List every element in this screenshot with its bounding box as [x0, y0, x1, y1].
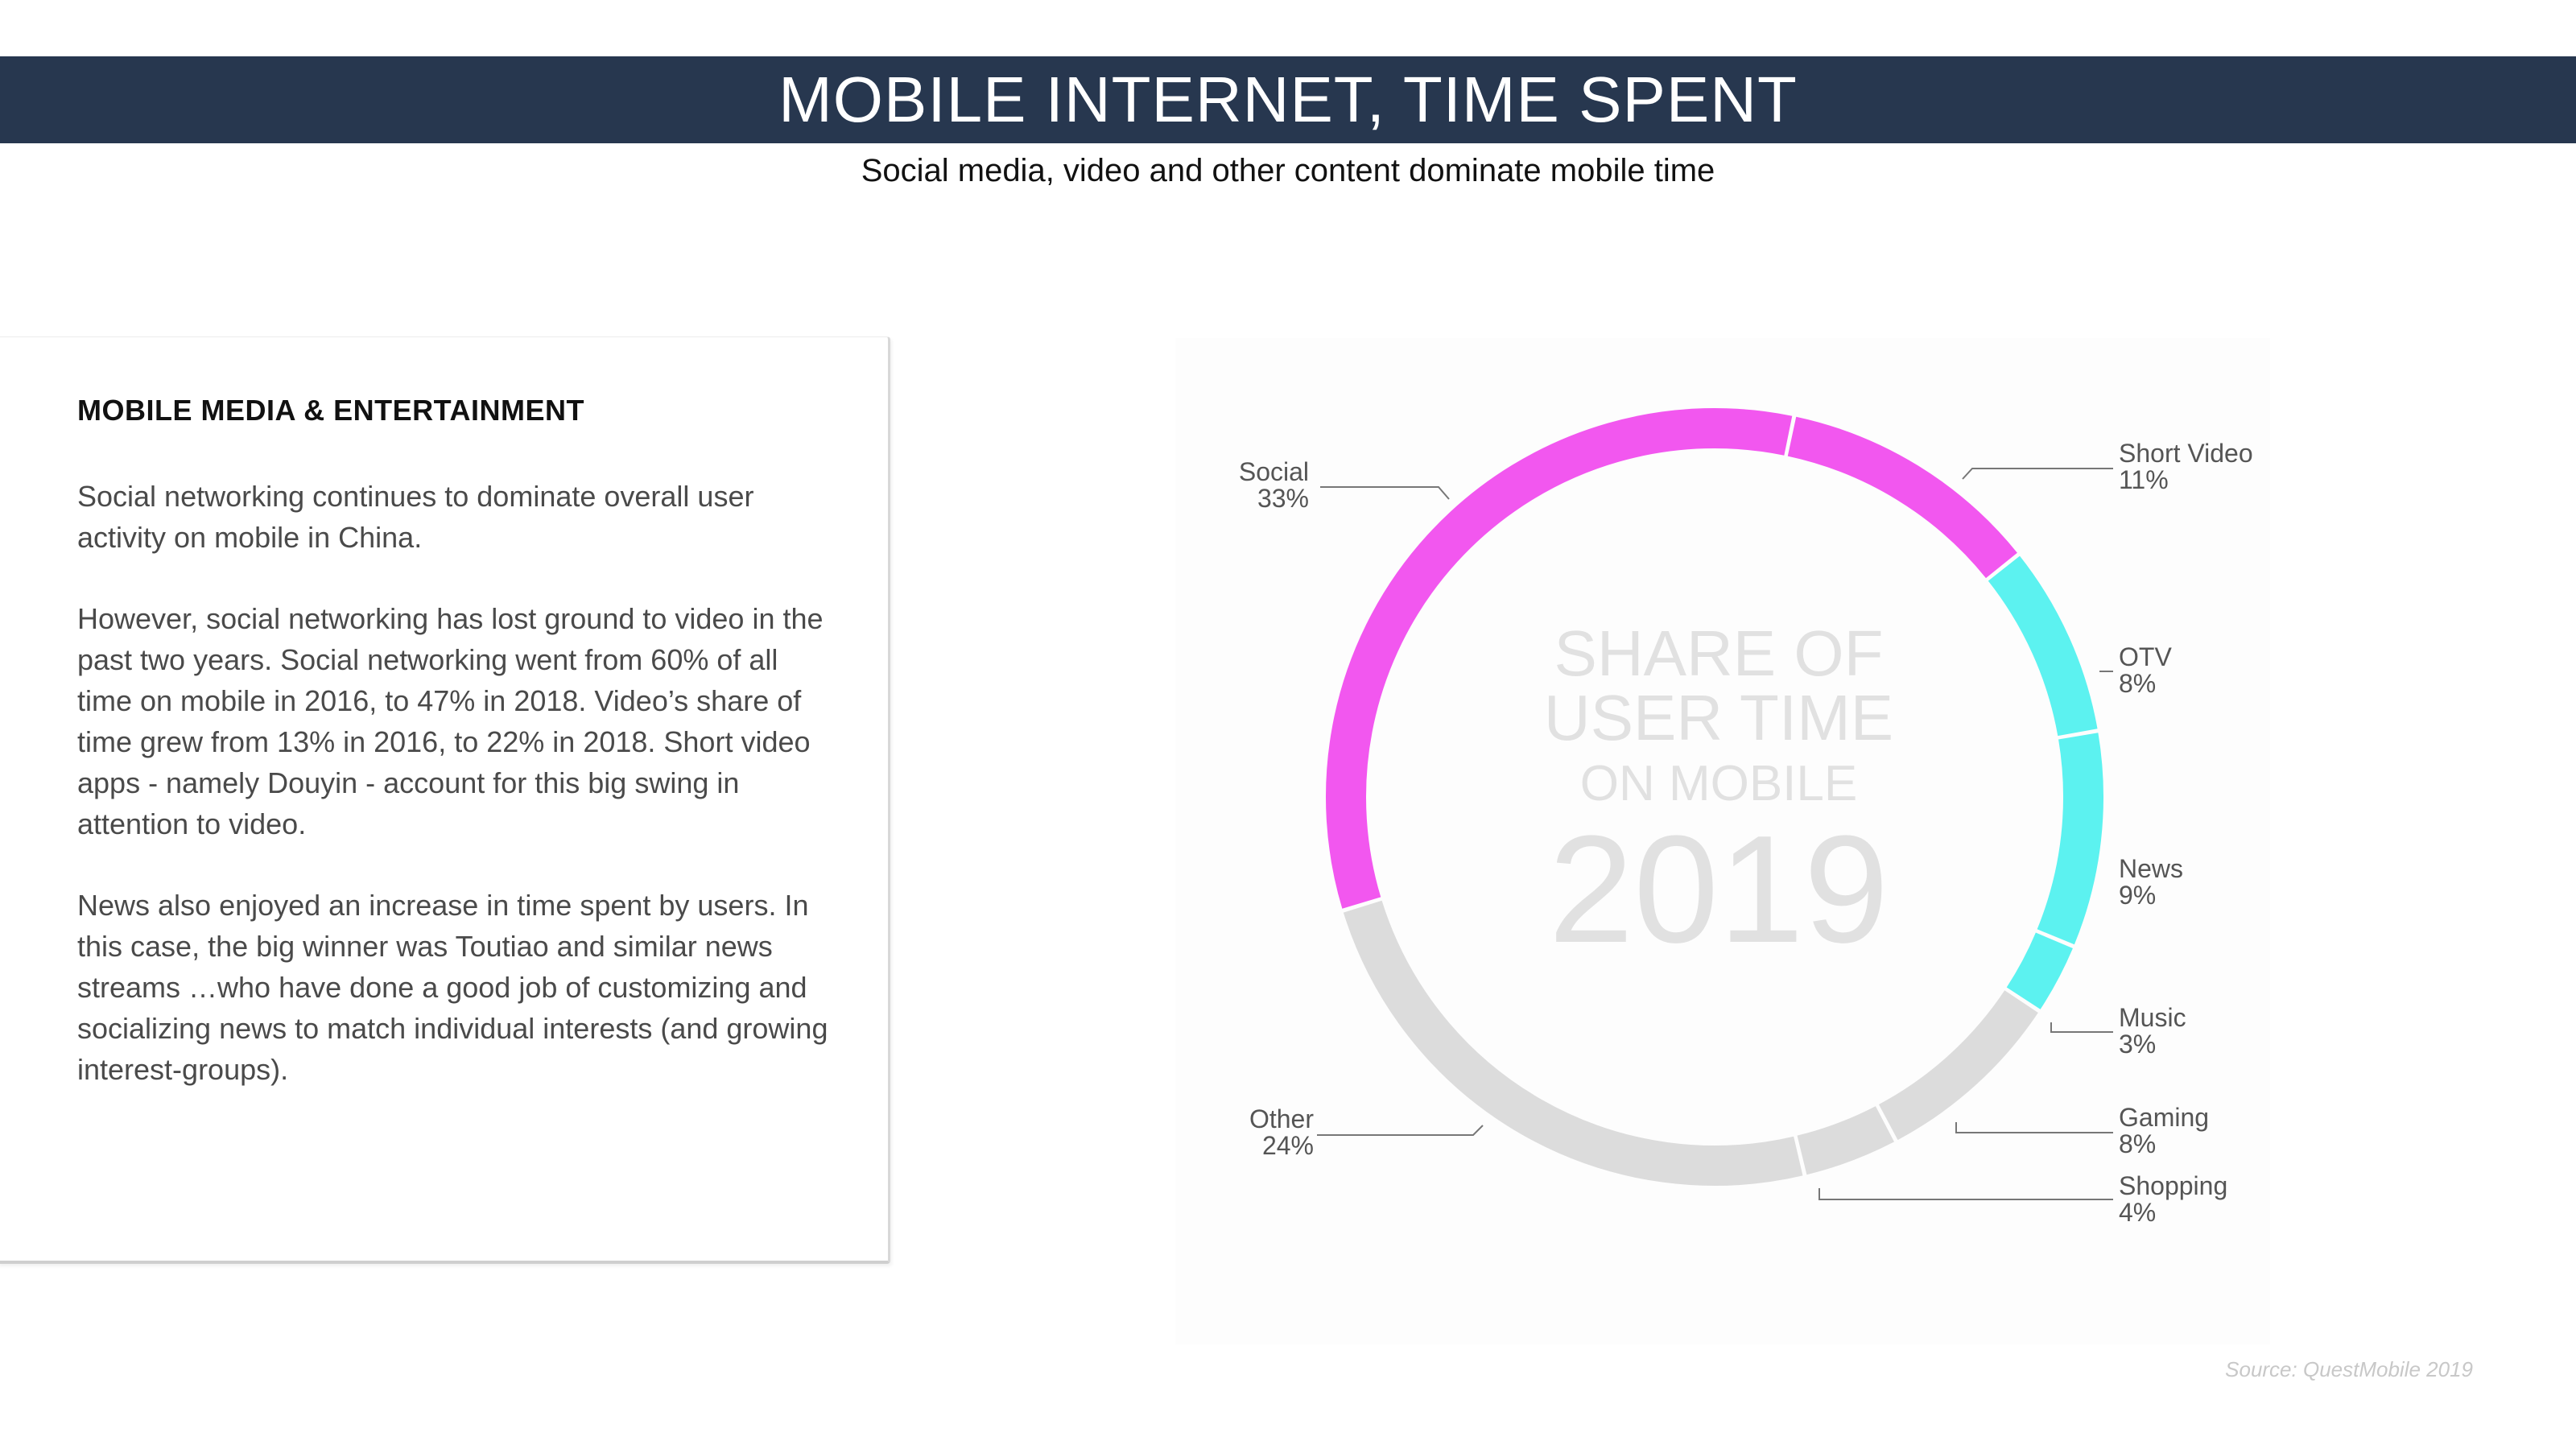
title-bar: MOBILE INTERNET, TIME SPENT: [0, 56, 2576, 143]
page-title: MOBILE INTERNET, TIME SPENT: [778, 64, 1798, 135]
label-name: Gaming: [2119, 1103, 2210, 1132]
card-paragraph: However, social networking has lost grou…: [77, 602, 824, 840]
label-otv: OTV 8%: [2119, 644, 2172, 697]
center-text-year: 2019: [1548, 804, 1889, 975]
source-note: Source: QuestMobile 2019: [2225, 1357, 2473, 1381]
label-short-video: Short Video 11%: [2119, 440, 2253, 493]
label-value: 9%: [2119, 881, 2157, 910]
label-name: Music: [2119, 1003, 2186, 1032]
info-card: MOBILE MEDIA & ENTERTAINMENT Social netw…: [0, 336, 890, 1264]
label-value: 24%: [1261, 1131, 1314, 1160]
leader-line: [1317, 1125, 1484, 1136]
donut-segment-news: [2037, 733, 2103, 945]
label-value: 33%: [1257, 484, 1309, 513]
donut-segment-social: [1326, 408, 1793, 909]
card-paragraph: Social networking continues to dominate …: [77, 480, 754, 554]
label-name: Short Video: [2119, 439, 2253, 468]
label-value: 3%: [2119, 1030, 2157, 1059]
center-text-line: USER TIME: [1543, 682, 1894, 753]
label-news: News 9%: [2119, 856, 2183, 909]
label-value: 8%: [2119, 1129, 2157, 1158]
label-name: Social: [1238, 457, 1309, 486]
label-social: Social 33%: [1208, 459, 1309, 512]
label-shopping: Shopping 4%: [2119, 1173, 2227, 1226]
label-name: Shopping: [2119, 1171, 2228, 1200]
label-gaming: Gaming 8%: [2119, 1104, 2209, 1158]
donut-segment-shopping: [1797, 1105, 1895, 1175]
leader-line: [1962, 468, 2113, 480]
donut-segment-other: [1343, 900, 1803, 1186]
label-name: Other: [1249, 1104, 1314, 1133]
label-value: 11%: [2119, 465, 2169, 494]
donut-segment-otv: [1988, 555, 2098, 737]
label-value: 4%: [2119, 1198, 2157, 1227]
label-other: Other 24%: [1208, 1106, 1314, 1159]
label-name: News: [2119, 854, 2184, 883]
donut-segment-music: [2006, 932, 2073, 1009]
page-subtitle: Social media, video and other content do…: [861, 153, 1715, 188]
center-text-line: SHARE OF: [1554, 617, 1884, 689]
card-paragraph: News also enjoyed an increase in time sp…: [77, 889, 828, 1086]
donut-segment-gaming: [1878, 990, 2038, 1141]
leader-line: [1320, 486, 1450, 500]
label-music: Music 3%: [2119, 1005, 2186, 1058]
leader-line: [1955, 1122, 2113, 1133]
center-text-line: ON MOBILE: [1579, 756, 1858, 811]
label-value: 8%: [2119, 669, 2157, 698]
leader-line: [1818, 1188, 2113, 1200]
leader-line: [2050, 1022, 2113, 1033]
donut-segment-short-video: [1787, 416, 2017, 579]
card-heading: MOBILE MEDIA & ENTERTAINMENT: [77, 394, 584, 427]
label-name: OTV: [2119, 642, 2172, 671]
